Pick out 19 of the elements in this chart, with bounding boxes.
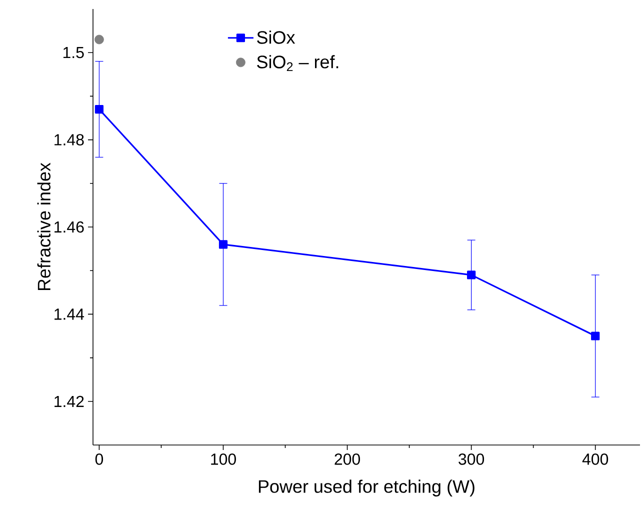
x-tick-label: 200	[334, 454, 360, 465]
y-tick-label: 1.42	[54, 396, 84, 407]
x-tick-label: 100	[211, 454, 236, 465]
point	[218, 240, 228, 249]
x-tick-label: 400	[582, 454, 608, 465]
point	[94, 104, 104, 114]
legend-label: SiO$_{2}$ – ref.	[257, 55, 338, 72]
x-tick-label: 0	[95, 454, 104, 465]
point	[467, 270, 476, 280]
y-axis-title: Refractive index	[37, 162, 50, 290]
y-tick-label: 1.5	[63, 47, 84, 58]
y-tick-label: 1.46	[54, 221, 84, 233]
point	[591, 332, 600, 340]
y-tick-label: 1.44	[54, 308, 84, 320]
point	[94, 34, 104, 44]
legend-label: SiOx	[257, 30, 296, 44]
x-tick-label: 300	[458, 454, 484, 465]
x-axis-title: Power used for etching (W)	[258, 480, 474, 496]
y-tick-label: 1.48	[54, 134, 84, 146]
